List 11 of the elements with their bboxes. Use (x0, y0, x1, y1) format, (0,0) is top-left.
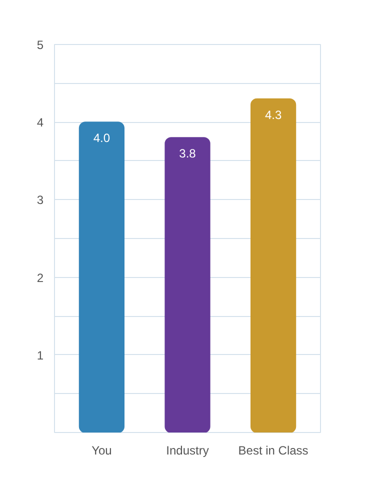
data-label: 3.8 (179, 146, 196, 161)
y-tick-label: 2 (36, 270, 44, 285)
y-tick-label: 4 (36, 116, 44, 130)
x-tick-label: Industry (166, 444, 209, 458)
x-tick-label: You (92, 444, 112, 458)
x-tick-label: Best in Class (238, 444, 308, 458)
data-label: 4.0 (93, 131, 110, 146)
data-label: 4.3 (264, 108, 282, 122)
y-tick-label: 3 (36, 193, 44, 208)
y-tick-label: 5 (36, 38, 44, 52)
y-tick-label: 1 (36, 348, 44, 362)
